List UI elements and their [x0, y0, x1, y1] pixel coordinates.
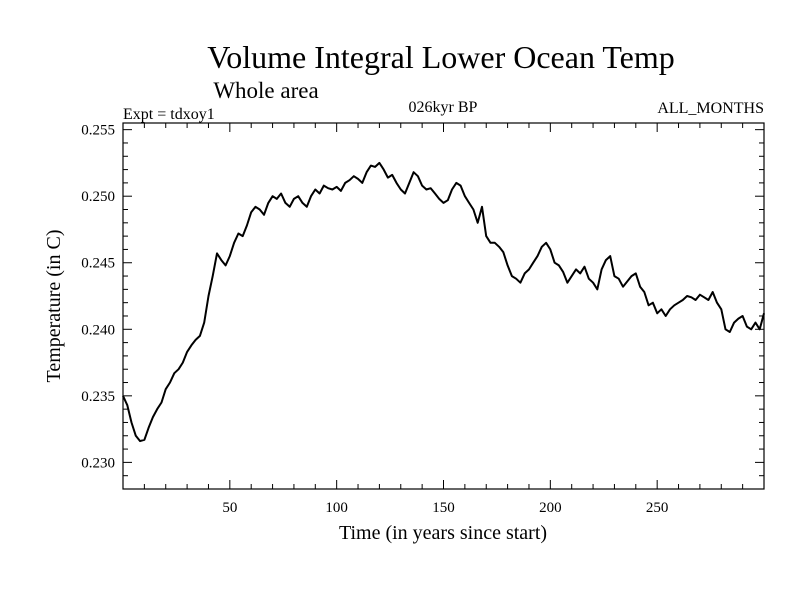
- x-tick-labels: 50 100 150 200 250: [222, 500, 668, 516]
- period-label: 026kyr BP: [409, 99, 478, 116]
- x-tick-label: 150: [432, 500, 455, 516]
- y-tick-label: 0.230: [81, 455, 115, 471]
- chart-subtitle: Whole area: [213, 78, 318, 103]
- y-tick-label: 0.250: [81, 189, 115, 205]
- y-tick-label: 0.240: [81, 322, 115, 338]
- y-tick-label: 0.255: [81, 123, 115, 139]
- plot-frame: [122, 122, 765, 490]
- months-label: ALL_MONTHS: [657, 100, 764, 117]
- x-tick-label: 50: [222, 500, 237, 516]
- y-axis-label: Temperature (in C): [43, 230, 65, 383]
- y-tick-label: 0.245: [81, 256, 115, 272]
- y-tick-label: 0.235: [81, 389, 115, 405]
- experiment-label: Expt = tdxoy1: [123, 106, 215, 123]
- x-axis-label: Time (in years since start): [339, 522, 547, 544]
- axis-ticks: [123, 123, 764, 489]
- chart-title: Volume Integral Lower Ocean Temp: [207, 39, 675, 75]
- y-tick-labels: 0.230 0.235 0.240 0.245 0.250 0.255: [81, 123, 115, 472]
- x-tick-label: 250: [646, 500, 669, 516]
- x-tick-label: 200: [539, 500, 562, 516]
- series-line: [122, 161, 765, 443]
- x-tick-label: 100: [325, 500, 348, 516]
